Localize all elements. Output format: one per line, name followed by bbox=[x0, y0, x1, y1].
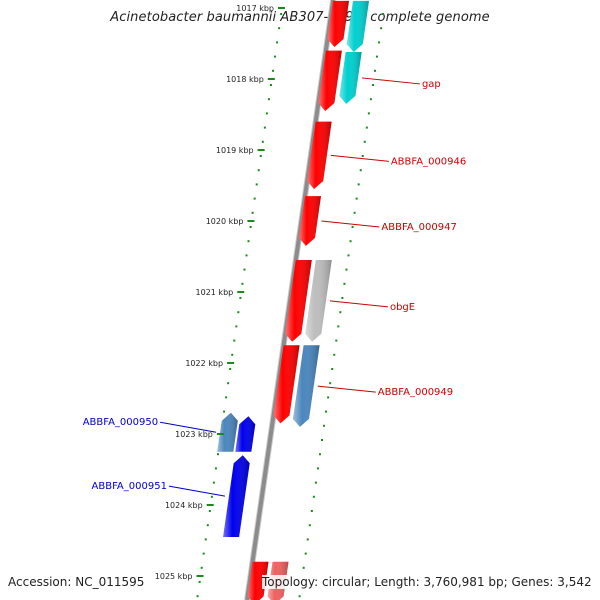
gene-label-leader bbox=[317, 385, 376, 393]
gene-features bbox=[217, 0, 369, 600]
scale-label: 1025 kbp bbox=[155, 572, 193, 581]
scale-label: 1022 kbp bbox=[185, 359, 223, 368]
scale-label: 1021 kbp bbox=[196, 288, 234, 297]
gene-label-leader bbox=[160, 421, 217, 433]
accession-text: Accession: NC_011595 bbox=[8, 575, 145, 589]
gene-label-leader bbox=[329, 300, 389, 308]
gene-label[interactable]: ABBFA_000949 bbox=[378, 387, 453, 398]
gene-g-abbfa950[interactable] bbox=[217, 412, 238, 452]
gene-label[interactable]: obgE bbox=[390, 302, 415, 313]
gene-g-red-b[interactable] bbox=[285, 260, 312, 342]
gene-g-abbfa949[interactable] bbox=[293, 345, 320, 427]
gene-arrow-shading bbox=[305, 260, 332, 342]
gene-arrow-shading bbox=[346, 0, 369, 52]
gene-arrow-shading bbox=[318, 50, 342, 111]
map-title: Acinetobacter baumannii AB307-0294, comp… bbox=[110, 10, 490, 25]
gene-arrow-shading bbox=[273, 345, 300, 424]
gene-arrow-shading bbox=[307, 121, 332, 189]
scale-label: 1023 kbp bbox=[175, 430, 213, 439]
gene-label[interactable]: ABBFA_000946 bbox=[391, 156, 466, 167]
gene-label[interactable]: ABBFA_000947 bbox=[381, 222, 456, 233]
gene-g-top-red[interactable] bbox=[327, 0, 350, 47]
gene-g-obge[interactable] bbox=[305, 260, 332, 342]
gene-g-abbfa947[interactable] bbox=[299, 196, 321, 246]
gene-label-leader bbox=[168, 485, 226, 497]
gene-label[interactable]: ABBFA_000951 bbox=[92, 481, 167, 492]
gene-arrow-shading bbox=[247, 561, 269, 600]
gene-arrow-shading bbox=[327, 0, 349, 47]
gene-label-leader bbox=[321, 220, 380, 228]
gene-g-abbfa951[interactable] bbox=[223, 455, 250, 537]
gene-label[interactable]: ABBFA_000950 bbox=[83, 417, 158, 428]
scale-label: 1019 kbp bbox=[216, 146, 254, 155]
gene-g-top-cyan[interactable] bbox=[346, 0, 369, 52]
scale-label: 1020 kbp bbox=[206, 217, 244, 226]
gene-arrow-shading bbox=[285, 260, 312, 342]
gene-g-abbfa946[interactable] bbox=[307, 121, 332, 189]
gene-arrow-shading bbox=[299, 196, 321, 246]
scale-label: 1018 kbp bbox=[226, 75, 264, 84]
gene-arrow-shading bbox=[223, 455, 250, 537]
gene-g-red-a[interactable] bbox=[318, 50, 342, 111]
gene-arrow-shading bbox=[235, 416, 256, 452]
scale-labels: 1017 kbp 1018 kbp 1019 kbp 1020 kbp 1021 kbp… bbox=[155, 4, 285, 581]
scale-label: 1017 kbp bbox=[236, 4, 274, 13]
genome-backbone bbox=[244, 0, 337, 600]
gene-label-leader bbox=[361, 77, 421, 85]
gene-arrow-shading bbox=[339, 52, 362, 104]
gene-label-leader bbox=[330, 154, 389, 162]
genome-stats-text: Topology: circular; Length: 3,760,981 bp… bbox=[262, 575, 592, 589]
scale-label: 1024 kbp bbox=[165, 501, 203, 510]
tick-marks bbox=[196, 13, 385, 598]
gene-labels: gap ABBFA_000946 ABBFA_000947 obgE ABBFA_000… bbox=[83, 77, 466, 497]
gene-g-blue-a[interactable] bbox=[235, 416, 256, 452]
gene-arrow-shading bbox=[293, 345, 320, 427]
gene-g-red-c[interactable] bbox=[273, 345, 300, 424]
gene-g-bottom-red[interactable] bbox=[247, 561, 269, 600]
backbone-line bbox=[245, 0, 336, 600]
gene-g-gap[interactable] bbox=[339, 52, 362, 104]
gene-arrow-shading bbox=[217, 412, 238, 452]
gene-label[interactable]: gap bbox=[422, 79, 441, 90]
